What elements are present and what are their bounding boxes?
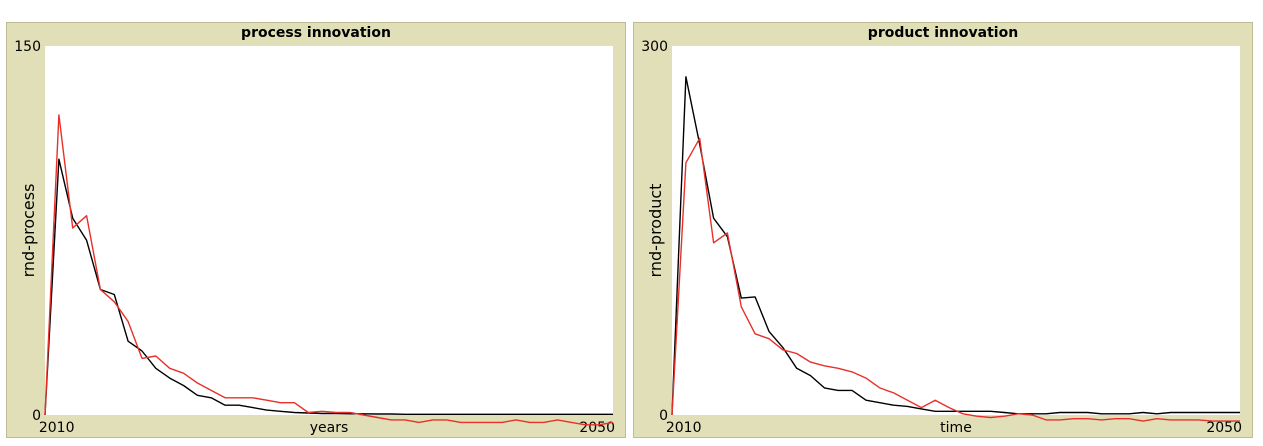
x-tick-label: 2010 (39, 420, 75, 436)
y-tick-label: 0 (32, 408, 41, 424)
product-innovation-chart: 0 300 2010 2050 time rnd-product (641, 39, 1242, 436)
plot-area (45, 46, 613, 415)
series-line-1 (44, 158, 613, 416)
series-line-2 (671, 137, 1240, 422)
series-line-2 (44, 114, 614, 426)
y-tick-label: 300 (641, 39, 668, 55)
process-innovation-plot: process innovation 0 150 2010 2050 years rnd-… (6, 22, 626, 438)
y-tick-label: 0 (659, 408, 668, 424)
x-axis-label: years (310, 420, 349, 436)
product-innovation-plot: product innovation 0 300 2010 2050 time rnd-p… (633, 22, 1253, 438)
plot-title: process innovation (241, 25, 391, 41)
y-axis-label: rnd-process (19, 184, 38, 278)
x-tick-label: 2010 (666, 420, 702, 436)
plot-title: product innovation (867, 25, 1019, 41)
y-tick-label: 150 (14, 39, 41, 55)
x-axis-label: time (940, 420, 972, 436)
plot-area (672, 46, 1240, 415)
x-tick-label: 2050 (1206, 420, 1242, 436)
y-axis-label: rnd-product (646, 184, 665, 278)
